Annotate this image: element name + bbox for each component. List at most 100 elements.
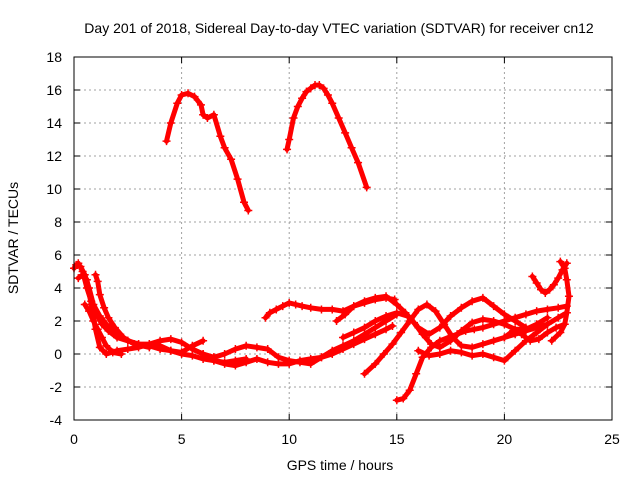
data-point	[560, 320, 569, 329]
data-point	[328, 346, 337, 355]
data-point	[349, 302, 358, 311]
data-point	[468, 351, 477, 360]
data-point	[562, 308, 571, 317]
data-point	[392, 308, 401, 317]
data-point	[500, 333, 509, 342]
data-point	[360, 369, 369, 378]
data-point	[341, 128, 350, 137]
data-point	[242, 341, 251, 350]
data-point	[203, 114, 212, 123]
data-point	[461, 326, 470, 335]
data-point	[110, 323, 119, 332]
data-point	[388, 340, 397, 349]
data-point	[528, 272, 537, 281]
data-point	[328, 305, 337, 314]
data-point	[285, 298, 294, 307]
data-point	[470, 325, 479, 334]
x-tick-label: 5	[178, 431, 186, 447]
data-point	[511, 313, 520, 322]
data-point	[244, 206, 253, 215]
data-point	[489, 336, 498, 345]
data-point	[220, 143, 229, 152]
data-point	[285, 356, 294, 365]
data-point	[166, 119, 175, 127]
data-point	[500, 317, 509, 325]
data-point	[360, 323, 369, 332]
data-point	[405, 386, 414, 395]
data-point	[91, 270, 100, 279]
y-axis-label: SDTVAR / TECUs	[5, 182, 21, 294]
data-point	[317, 305, 326, 314]
data-point	[334, 114, 343, 123]
data-point	[252, 354, 261, 363]
data-point	[435, 336, 444, 345]
data-point	[95, 312, 104, 321]
series-arc-17	[528, 259, 571, 297]
y-tick-label: 0	[54, 346, 62, 362]
data-point	[93, 277, 102, 286]
data-point	[252, 343, 261, 352]
data-point	[263, 345, 272, 354]
data-point	[489, 302, 498, 311]
y-tick-label: 2	[54, 313, 62, 329]
data-point	[371, 317, 380, 325]
data-point	[431, 307, 440, 316]
data-point	[319, 84, 328, 93]
data-point	[556, 328, 565, 337]
series-arc-5	[91, 270, 154, 352]
series-arc-14	[392, 302, 571, 405]
data-point	[291, 300, 300, 309]
data-point	[446, 312, 455, 321]
series-arc-16	[500, 320, 569, 345]
data-point	[425, 330, 434, 339]
data-point	[298, 94, 307, 103]
data-point	[414, 305, 423, 314]
data-point	[412, 369, 421, 378]
data-point	[102, 320, 111, 329]
data-point	[302, 87, 311, 96]
series-line	[340, 295, 529, 340]
data-point	[397, 328, 406, 337]
data-point	[177, 90, 186, 99]
data-point	[199, 336, 208, 345]
data-point	[278, 302, 287, 311]
data-point	[371, 293, 380, 302]
data-point	[240, 198, 249, 207]
series-arc-9	[209, 310, 401, 368]
data-point	[216, 132, 225, 141]
data-point	[233, 175, 242, 184]
data-point	[328, 99, 337, 108]
data-point	[435, 350, 444, 358]
data-point	[379, 350, 388, 358]
data-point	[543, 328, 552, 337]
data-point	[425, 351, 434, 360]
x-axis-label: GPS time / hours	[287, 457, 394, 473]
data-point	[82, 275, 91, 284]
data-point	[422, 300, 431, 309]
plot-frame	[73, 56, 613, 421]
series-arc-18	[547, 257, 573, 345]
series-line	[82, 302, 124, 357]
data-point	[354, 158, 363, 167]
data-point	[119, 333, 128, 342]
data-point	[199, 110, 208, 119]
data-point	[242, 358, 251, 367]
data-point	[543, 305, 552, 314]
data-point	[554, 313, 563, 322]
data-point	[440, 320, 449, 329]
data-point	[564, 292, 573, 301]
data-point	[511, 346, 520, 355]
series-arc-7	[283, 81, 371, 192]
data-point	[323, 90, 332, 99]
y-tick-label: 8	[54, 214, 62, 230]
data-point	[184, 89, 193, 98]
data-point	[298, 302, 307, 311]
data-point	[261, 313, 270, 322]
data-point	[173, 99, 182, 108]
data-point	[306, 84, 315, 93]
series-line	[284, 82, 370, 190]
data-point	[489, 353, 498, 362]
data-point	[104, 313, 113, 322]
data-point	[478, 315, 487, 324]
data-point	[227, 155, 236, 164]
